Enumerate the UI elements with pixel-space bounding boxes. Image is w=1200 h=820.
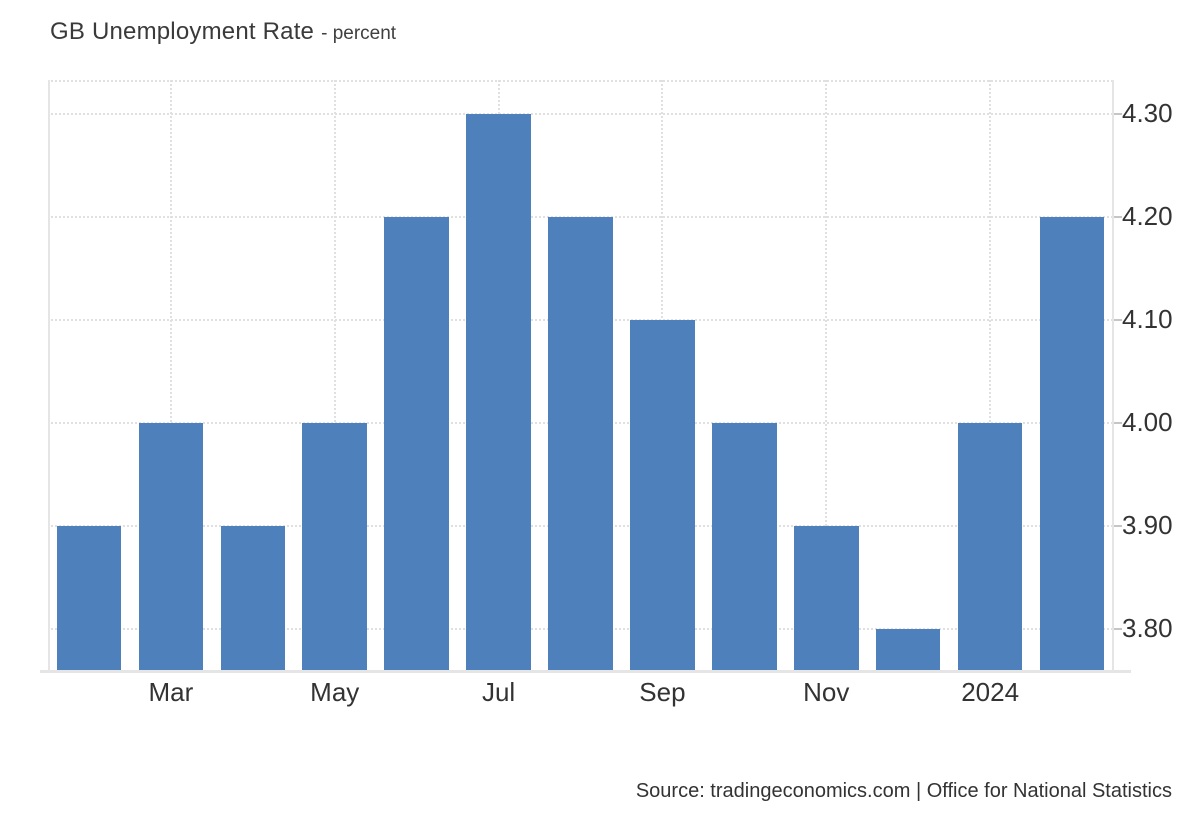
source-attribution: Source: tradingeconomics.com | Office fo… (635, 780, 1172, 802)
x-axis-label: May (310, 677, 360, 707)
y-axis-label: 4.10 (1122, 303, 1173, 334)
y-axis-tick (1113, 421, 1122, 424)
v-gridline (333, 80, 336, 670)
y-axis-label: 4.00 (1122, 406, 1173, 437)
y-axis-label: 3.80 (1122, 612, 1173, 643)
chart-title-main: GB Unemployment Rate (50, 18, 315, 45)
bar-apr-2023[interactable] (220, 525, 286, 670)
v-gridline (825, 80, 828, 670)
y-axis-tick (1113, 318, 1122, 321)
bar-oct-2023[interactable] (712, 422, 777, 670)
y-axis-line-right (1112, 80, 1114, 671)
h-gridline (48, 112, 1113, 115)
x-axis-label: 2024 (961, 677, 1020, 707)
y-axis-label: 4.30 (1122, 97, 1173, 128)
y-axis-tick (1113, 524, 1122, 527)
y-axis-tick (1113, 627, 1122, 630)
bar-nov-2023[interactable] (794, 525, 859, 670)
bar-dec-2023[interactable] (875, 628, 941, 670)
y-axis-label: 3.90 (1122, 509, 1173, 540)
x-axis-label: Sep (639, 677, 686, 707)
plot-top-border (48, 80, 1113, 82)
x-axis-label: Jul (481, 677, 516, 707)
y-axis-tick (1113, 215, 1122, 218)
chart-title-subtitle: - percent (321, 23, 397, 44)
chart-title: GB Unemployment Rate - percent (50, 18, 396, 46)
y-axis-tick (1113, 112, 1122, 115)
v-gridline (169, 80, 172, 670)
bar-aug-2023[interactable] (548, 216, 613, 670)
x-axis-label: Nov (803, 677, 850, 707)
bar-jul-2023[interactable] (466, 113, 531, 670)
x-axis-label: Mar (148, 677, 194, 707)
bar-sep-2023[interactable] (630, 319, 695, 670)
y-axis-label: 4.20 (1122, 200, 1173, 231)
bar-feb-2023[interactable] (56, 525, 122, 670)
bar-jun-2023[interactable] (384, 216, 449, 670)
y-axis-line-left (48, 80, 50, 671)
bar-jan-2024[interactable] (957, 422, 1023, 670)
bar-may-2023[interactable] (302, 422, 367, 670)
bar-mar-2023[interactable] (138, 422, 204, 670)
x-axis-line (40, 670, 1131, 673)
bar-feb-2024[interactable] (1039, 216, 1105, 670)
v-gridline (989, 80, 992, 670)
